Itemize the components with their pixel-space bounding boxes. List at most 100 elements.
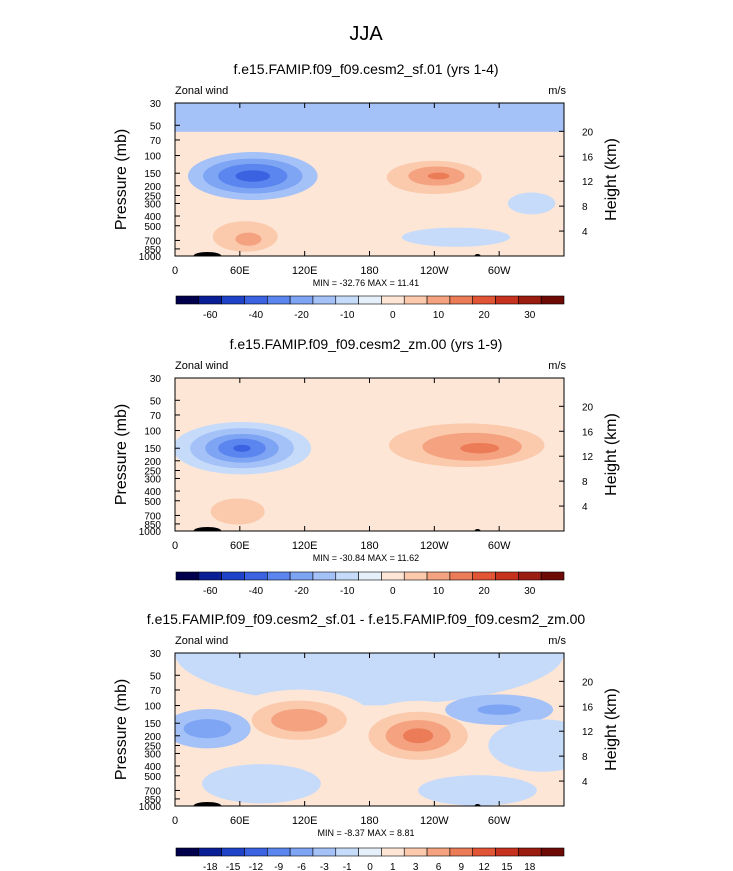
pressure-tick-label: 400: [144, 762, 161, 773]
pressure-tick-label: 150: [144, 719, 161, 730]
variable-label: Zonal wind: [175, 85, 228, 97]
colorbar-label: -10: [340, 310, 355, 321]
colorbar-swatch: [289, 571, 314, 581]
colorbar-label: 15: [501, 862, 513, 871]
pressure-tick-label: 70: [150, 411, 162, 422]
y-axis-label: Pressure (mb): [113, 679, 130, 780]
pressure-tick-label: 200: [144, 457, 161, 468]
pressure-tick-label: 850: [144, 795, 161, 806]
pressure-tick-label: 150: [144, 169, 161, 180]
pressure-tick-label: 50: [150, 671, 162, 682]
colorbar-swatch: [381, 295, 405, 305]
colorbar-swatch: [540, 571, 565, 581]
pressure-tick-label: 700: [144, 511, 161, 522]
pressure-tick-label: 850: [144, 520, 161, 531]
pressure-tick-label: 250: [144, 192, 161, 203]
x-tick-label: 120W: [420, 540, 449, 552]
colorbar-label: -9: [274, 862, 283, 871]
colorbar-label: 6: [436, 862, 442, 871]
contour-region: [460, 442, 500, 454]
colorbar-swatch: [244, 295, 268, 305]
x-tick-label: 60E: [230, 540, 250, 552]
colorbar-swatch: [244, 571, 268, 581]
colorbar-label: -6: [297, 862, 306, 871]
min-max-text: MIN = -30.84 MAX = 11.62: [313, 553, 419, 563]
contour-region: [507, 192, 556, 215]
x-tick-label: 120E: [292, 265, 318, 277]
contour-region: [418, 775, 537, 806]
pressure-tick-label: 150: [144, 444, 161, 455]
height-tick-label: 20: [582, 677, 594, 688]
units-label: m/s: [548, 85, 566, 97]
y-axis-label-right: Height (km): [603, 138, 620, 221]
height-tick-label: 8: [582, 752, 588, 763]
colorbar-label: 18: [524, 862, 536, 871]
y-axis-label-right: Height (km): [603, 413, 620, 496]
x-tick-label: 120W: [420, 815, 449, 827]
x-tick-label: 180: [360, 815, 378, 827]
colorbar-label: 0: [367, 862, 373, 871]
colorbar-swatch: [335, 847, 359, 857]
x-tick-label: 60E: [230, 815, 250, 827]
pressure-tick-label: 250: [144, 467, 161, 478]
height-tick-label: 12: [582, 177, 594, 188]
height-tick-label: 8: [582, 202, 588, 213]
contour-region: [427, 172, 450, 180]
colorbar-swatch: [289, 847, 314, 857]
pressure-tick-label: 70: [150, 136, 162, 147]
colorbar-label: 0: [390, 586, 396, 597]
colorbar-swatch: [175, 295, 200, 305]
topography: [193, 527, 222, 531]
pressure-tick-label: 100: [144, 152, 161, 163]
pressure-tick-label: 300: [144, 749, 161, 760]
colorbar-label: 10: [433, 310, 445, 321]
variable-label: Zonal wind: [175, 360, 228, 372]
contour-region: [202, 764, 321, 804]
colorbar-swatch: [221, 847, 245, 857]
panel-title: f.e15.FAMIP.f09_f09.cesm2_sf.01 (yrs 1-4…: [233, 61, 498, 77]
pressure-tick-label: 70: [150, 686, 162, 697]
pressure-tick-label: 500: [144, 222, 161, 233]
x-tick-label: 0: [172, 265, 178, 277]
contour-field: [175, 378, 564, 531]
x-tick-label: 120E: [292, 815, 318, 827]
x-tick-label: 60W: [488, 540, 511, 552]
pressure-tick-label: 850: [144, 245, 161, 256]
colorbar-label: 10: [433, 586, 445, 597]
pressure-tick-label: 300: [144, 199, 161, 210]
variable-label: Zonal wind: [175, 635, 228, 647]
x-tick-label: 60W: [488, 815, 511, 827]
colorbar-swatch: [175, 847, 200, 857]
pressure-tick-label: 100: [144, 427, 161, 438]
colorbar-swatch: [426, 295, 451, 305]
colorbar-label: 20: [479, 586, 491, 597]
colorbar-label: -60: [203, 586, 218, 597]
contour-panel-1: f.e15.FAMIP.f09_f09.cesm2_sf.01 (yrs 1-4…: [113, 61, 620, 321]
x-tick-label: 120E: [292, 540, 318, 552]
topography: [193, 252, 222, 256]
colorbar-swatch: [449, 295, 474, 305]
colorbar-swatch: [540, 847, 565, 857]
height-tick-label: 4: [582, 227, 588, 238]
panel-title: f.e15.FAMIP.f09_f09.cesm2_zm.00 (yrs 1-9…: [230, 336, 503, 352]
colorbar-label: 9: [459, 862, 465, 871]
pressure-tick-label: 500: [144, 772, 161, 783]
x-tick-label: 60E: [230, 265, 250, 277]
contour-region: [402, 728, 434, 744]
colorbar-swatch: [495, 295, 519, 305]
pressure-tick-label: 400: [144, 487, 161, 498]
pressure-tick-label: 200: [144, 182, 161, 193]
contour-region: [235, 232, 262, 246]
pressure-tick-label: 700: [144, 236, 161, 247]
colorbar-swatch: [312, 295, 337, 305]
y-axis-label: Pressure (mb): [113, 404, 130, 505]
colorbar-swatch: [381, 847, 405, 857]
pressure-tick-label: 100: [144, 702, 161, 713]
colorbar-swatch: [518, 295, 542, 305]
contour-region: [233, 444, 251, 452]
colorbar-label: 30: [524, 310, 536, 321]
colorbar-label: -40: [249, 586, 264, 597]
contour-region: [477, 704, 521, 715]
colorbar-swatch: [198, 847, 222, 857]
